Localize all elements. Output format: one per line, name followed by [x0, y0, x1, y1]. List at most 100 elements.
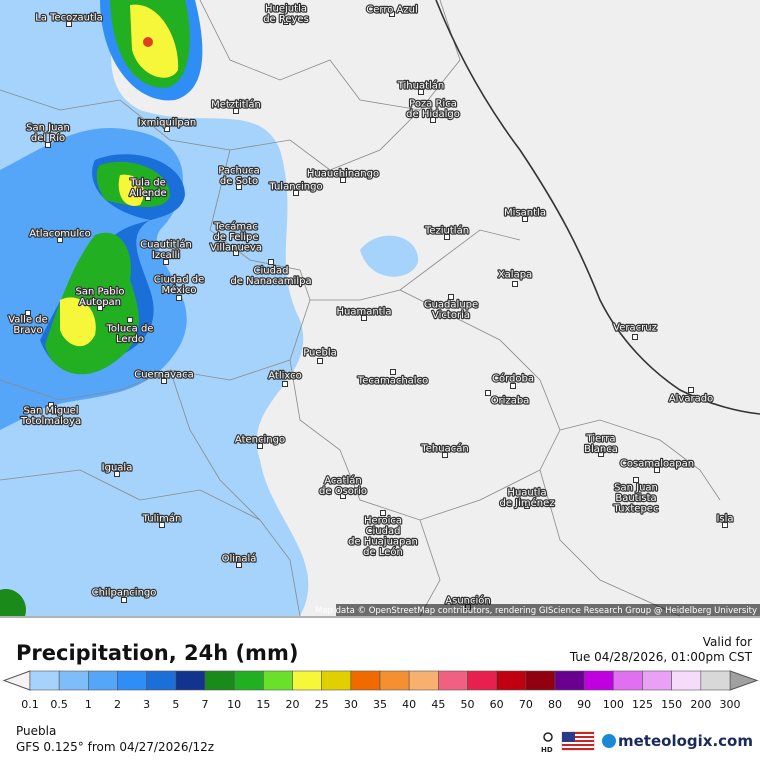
- legend-swatch: [263, 670, 293, 691]
- place-label: Huauchinango: [307, 169, 379, 180]
- precip-green: [0, 589, 26, 616]
- place-label: de Felipe: [213, 232, 258, 243]
- place-marker: [121, 597, 127, 603]
- place-label: Xalapa: [498, 270, 532, 281]
- place-marker: [598, 451, 604, 457]
- place-marker: [293, 190, 299, 196]
- legend-swatch: [525, 670, 556, 691]
- legend-label: 45: [431, 698, 445, 711]
- place-marker: [485, 390, 491, 396]
- place-marker: [127, 317, 133, 323]
- place-label: de Hidalgo: [406, 109, 460, 120]
- place-marker: [430, 117, 436, 123]
- place-label: Tulimán: [142, 513, 182, 525]
- brand-mark: [602, 734, 616, 748]
- place-label: México: [162, 284, 197, 296]
- search-icon: [543, 732, 553, 742]
- legend-label: 20: [286, 698, 300, 711]
- attribution: Map data © OpenStreetMap contributors, r…: [315, 606, 757, 616]
- place-marker: [45, 142, 51, 148]
- place-label: Bravo: [13, 325, 42, 336]
- place-label: San Juan: [26, 123, 70, 134]
- model-run: GFS 0.125° from 04/27/2026/12z: [16, 740, 214, 754]
- place-label: Metztitlán: [211, 99, 261, 111]
- precip-max: [143, 37, 153, 47]
- legend-label: 5: [172, 698, 179, 711]
- valid-label: Valid for: [703, 635, 752, 649]
- place-label: Veracruz: [613, 323, 657, 334]
- place-marker: [233, 108, 239, 114]
- brand: meteologix.com: [618, 732, 753, 750]
- place-label: Ciudad: [254, 266, 289, 277]
- place-marker: [522, 216, 528, 222]
- place-label: Cuautitlán: [140, 239, 192, 251]
- logo: HD meteologix.com: [541, 731, 753, 754]
- legend-label: 10: [227, 698, 241, 711]
- place-label: Heroica: [364, 516, 402, 527]
- legend-swatch: [583, 670, 614, 691]
- place-label: San Juan: [614, 483, 658, 494]
- place-label: Teziutlán: [424, 225, 469, 237]
- place-marker: [57, 237, 63, 243]
- place-label: Allende: [129, 188, 166, 199]
- place-label: de Nanacamilpa: [230, 276, 311, 287]
- legend-swatch: [88, 670, 118, 691]
- legend-label: 80: [548, 698, 562, 711]
- place-label: de Osorio: [319, 486, 367, 497]
- legend-swatch: [204, 670, 235, 691]
- legend-swatch: [233, 670, 264, 691]
- place-label: Tulancingo: [268, 182, 322, 193]
- legend-label: 70: [519, 698, 533, 711]
- legend-label: 35: [373, 698, 387, 711]
- place-marker: [163, 259, 169, 265]
- place-label: Guadalupe: [424, 300, 478, 311]
- place-label: Huejutla: [265, 4, 307, 15]
- place-label: Valle de: [8, 315, 48, 326]
- place-label: Chilpancingo: [92, 588, 157, 599]
- legend-swatch: [554, 670, 585, 691]
- place-marker: [389, 11, 395, 17]
- legend-arrow-low: [2, 670, 31, 691]
- place-label: de Jiménez: [499, 497, 554, 509]
- place-marker: [97, 305, 103, 311]
- place-label: Olinalá: [222, 553, 257, 565]
- place-label: Cerro Azul: [366, 5, 417, 16]
- hd-label: HD: [541, 746, 553, 754]
- legend-swatch: [467, 670, 497, 691]
- place-marker: [361, 315, 367, 321]
- place-marker: [159, 522, 165, 528]
- legend-swatch: [117, 670, 147, 691]
- legend-label: 3: [143, 698, 150, 711]
- place-label: Poza Rica: [409, 99, 457, 110]
- place-marker: [390, 369, 396, 375]
- legend-label: 200: [690, 698, 711, 711]
- place-marker: [164, 126, 170, 132]
- legend-swatch: [29, 670, 60, 691]
- precip-light: [360, 235, 419, 277]
- place-marker: [654, 467, 660, 473]
- place-label: Ixmiquilpan: [138, 118, 196, 129]
- legend-swatch: [58, 670, 89, 691]
- legend-swatch: [408, 670, 439, 691]
- place-label: Misantla: [504, 208, 546, 219]
- legend-label: 0.5: [50, 698, 68, 711]
- place-marker: [66, 21, 72, 27]
- place-marker: [268, 259, 274, 265]
- place-marker: [114, 471, 120, 477]
- place-marker: [161, 378, 167, 384]
- place-marker: [236, 184, 242, 190]
- place-label: Tecámac: [213, 221, 258, 233]
- place-marker: [340, 177, 346, 183]
- legend-label: 25: [315, 698, 329, 711]
- place-marker: [176, 295, 182, 301]
- place-label: del Río: [31, 132, 65, 144]
- place-label: Tihuatlán: [397, 80, 445, 92]
- legend-label: 90: [577, 698, 591, 711]
- place-label: Autopan: [79, 297, 121, 308]
- legend-label: 30: [344, 698, 358, 711]
- place-label: Villanueva: [210, 243, 262, 254]
- us-flag: [561, 731, 595, 751]
- place-marker: [633, 477, 639, 483]
